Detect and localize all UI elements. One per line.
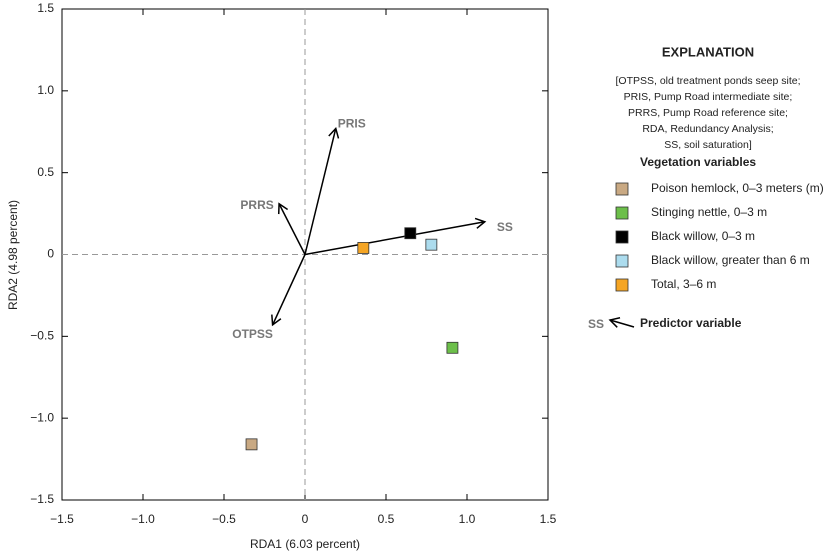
x-tick-label: −0.5 bbox=[212, 512, 236, 526]
predictor-arrow bbox=[277, 202, 306, 255]
y-tick-label: −1.5 bbox=[30, 492, 54, 506]
legend-label: Stinging nettle, 0–3 m bbox=[651, 205, 767, 219]
y-tick-label: 0.5 bbox=[37, 165, 54, 179]
legend-swatch bbox=[615, 254, 629, 268]
predictor-arrow bbox=[271, 254, 306, 327]
y-tick-label: 1.5 bbox=[37, 1, 54, 15]
legend-label: Total, 3–6 m bbox=[651, 277, 716, 291]
legend-group: Vegetation variables bbox=[640, 155, 756, 169]
predictor-arrow bbox=[304, 126, 340, 255]
legend-label: Black willow, 0–3 m bbox=[651, 229, 755, 243]
predictor-label: PRIS bbox=[338, 117, 366, 131]
y-tick-label: −1.0 bbox=[30, 410, 54, 424]
x-tick-label: 1.0 bbox=[459, 512, 476, 526]
predictor-label: SS bbox=[497, 220, 513, 234]
legend-label: Poison hemlock, 0–3 meters (m) bbox=[651, 181, 824, 195]
y-tick-label: 1.0 bbox=[37, 83, 54, 97]
x-tick-label: −1.5 bbox=[50, 512, 74, 526]
point bbox=[425, 238, 438, 251]
legend-note: SS, soil saturation] bbox=[664, 139, 752, 151]
predictor-label: OTPSS bbox=[232, 327, 273, 341]
predictor-arrow bbox=[304, 217, 487, 256]
legend-swatch bbox=[615, 182, 629, 196]
legend-arrow bbox=[608, 316, 635, 328]
y-axis-label: RDA2 (4.98 percent) bbox=[6, 200, 20, 310]
legend-swatch bbox=[615, 206, 629, 220]
x-axis-label: RDA1 (6.03 percent) bbox=[250, 537, 360, 551]
point bbox=[357, 242, 370, 254]
legend-swatch bbox=[615, 230, 629, 244]
legend-predictor-symbol: SS bbox=[588, 317, 604, 331]
x-tick-label: 0.5 bbox=[378, 512, 395, 526]
point bbox=[404, 227, 417, 240]
legend-swatch bbox=[615, 278, 629, 292]
x-tick-label: −1.0 bbox=[131, 512, 155, 526]
x-tick-label: 0 bbox=[302, 512, 309, 526]
legend-note: RDA, Redundancy Analysis; bbox=[642, 123, 773, 135]
x-tick-label: 1.5 bbox=[540, 512, 557, 526]
point bbox=[446, 341, 459, 354]
legend-note: [OTPSS, old treatment ponds seep site; bbox=[615, 75, 800, 87]
predictor-label: PRRS bbox=[240, 198, 273, 212]
legend-note: PRRS, Pump Road reference site; bbox=[628, 107, 788, 119]
y-tick-label: 0 bbox=[47, 247, 54, 261]
legend-predictor-text: Predictor variable bbox=[640, 316, 742, 330]
legend-title: EXPLANATION bbox=[662, 44, 754, 59]
legend-note: PRIS, Pump Road intermediate site; bbox=[624, 91, 793, 103]
point bbox=[245, 438, 258, 451]
legend-label: Black willow, greater than 6 m bbox=[651, 253, 810, 267]
y-tick-label: −0.5 bbox=[30, 329, 54, 343]
